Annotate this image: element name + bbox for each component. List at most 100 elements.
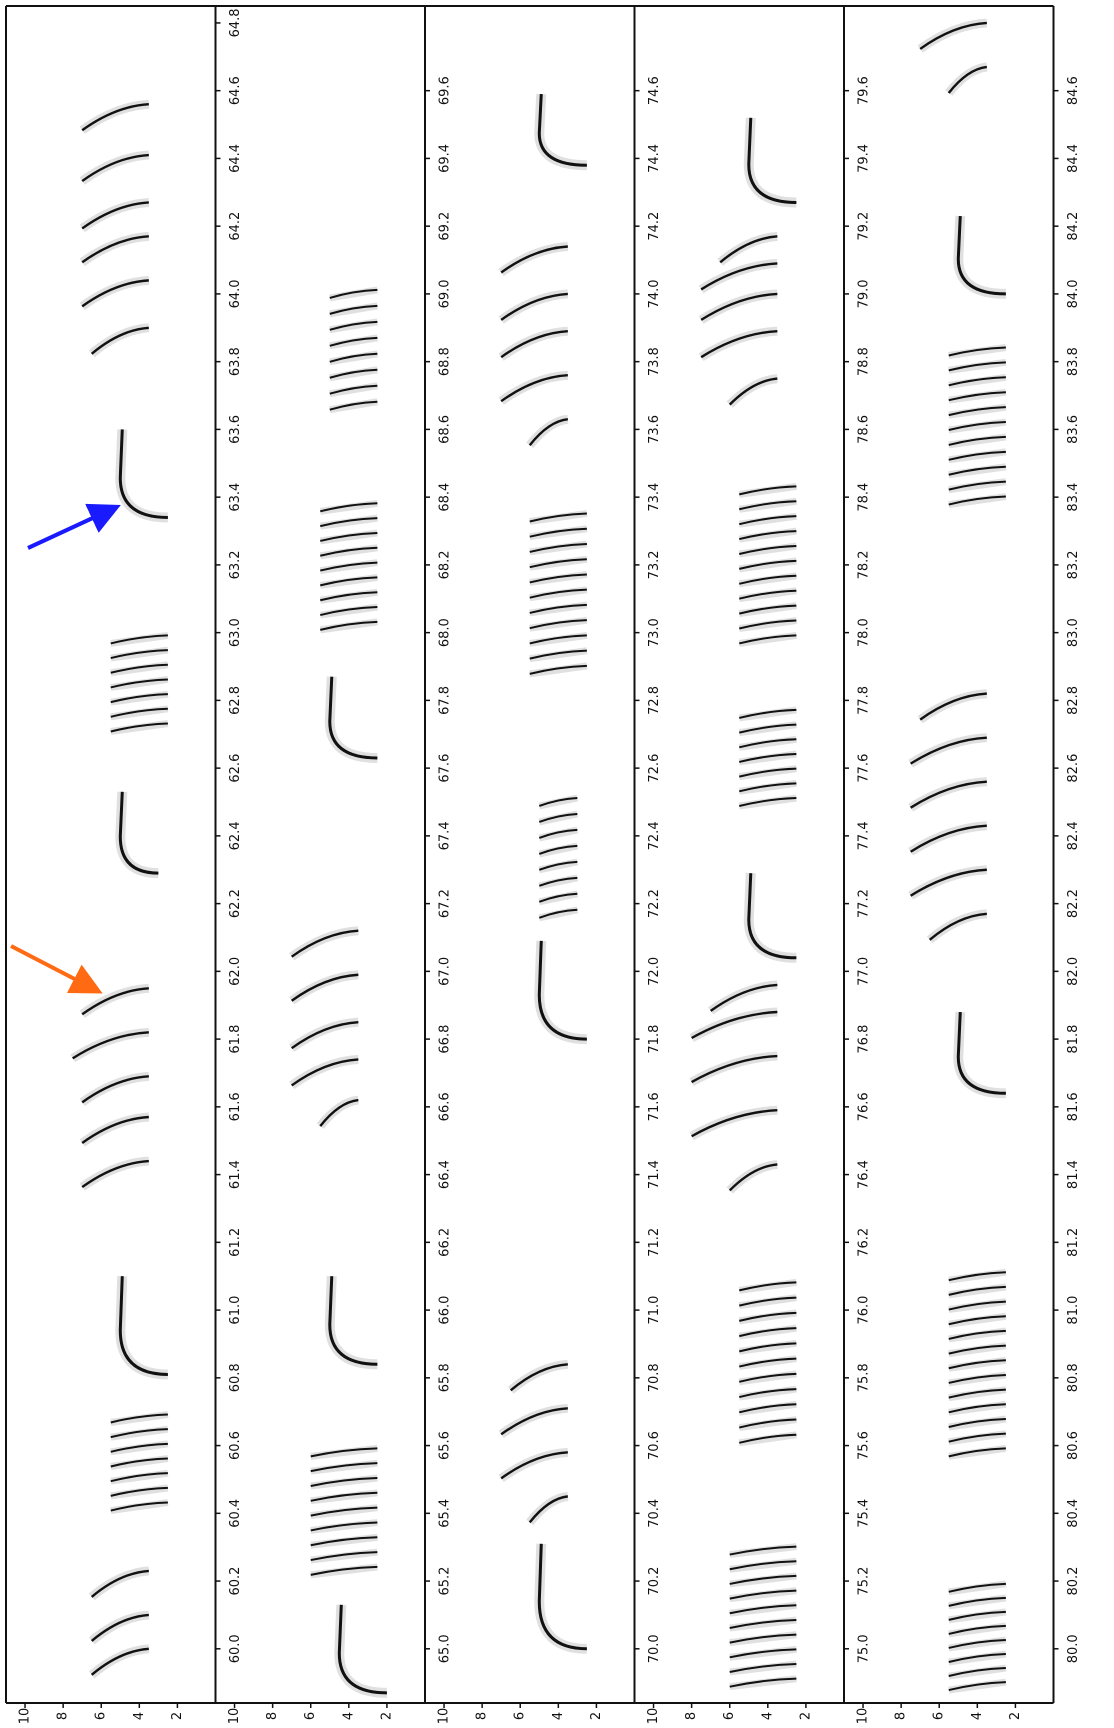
sweep	[698, 258, 778, 294]
trill-note	[948, 1447, 1006, 1458]
sweep	[70, 1027, 150, 1063]
trill-note	[310, 1462, 378, 1473]
time-tick-label: 71.8	[647, 1025, 662, 1054]
blue-arrow	[27, 503, 121, 550]
time-tick-label: 84.2	[1066, 212, 1081, 241]
trill-note	[329, 400, 378, 411]
freq-tick-label: 2	[1008, 1712, 1023, 1720]
trill-note	[739, 515, 797, 526]
sweep	[708, 980, 778, 1015]
trill-note	[110, 1486, 168, 1497]
time-tick-label: 80.4	[1066, 1499, 1081, 1528]
time-tick-label: 61.8	[228, 1025, 243, 1054]
trill	[948, 1580, 1007, 1694]
time-tick-label: 73.2	[647, 550, 662, 579]
sweep	[717, 231, 778, 266]
sweep-stroke	[509, 1363, 568, 1392]
hook-stroke	[328, 1276, 378, 1366]
trill-note	[739, 544, 797, 555]
trill-note	[739, 1403, 797, 1414]
sweep-stroke	[290, 973, 359, 1002]
trill-note	[329, 368, 378, 379]
sweep	[945, 62, 988, 96]
time-tick-label: 74.4	[647, 144, 662, 173]
sweep-stroke	[90, 1613, 149, 1642]
sweep	[689, 1051, 778, 1086]
sweep	[526, 1491, 569, 1526]
time-tick-label: 76.2	[857, 1228, 872, 1257]
trill-note	[529, 664, 587, 675]
sweep	[79, 231, 150, 266]
freq-tick-label: 10	[227, 1708, 242, 1724]
freq-tick-label: 6	[722, 1712, 737, 1720]
sweep-stroke	[500, 292, 568, 321]
sweep-stroke	[928, 912, 987, 941]
trill	[110, 1411, 169, 1515]
time-tick-label: 62.6	[228, 754, 243, 783]
trill-note	[320, 576, 378, 587]
sweep-stroke	[910, 736, 987, 765]
trill-note	[538, 844, 578, 855]
time-tick-label: 72.8	[647, 686, 662, 715]
sweep	[498, 242, 569, 277]
trill-note	[948, 1432, 1006, 1443]
trill-note	[529, 649, 587, 660]
trill	[948, 1268, 1007, 1460]
time-tick-label: 70.2	[647, 1567, 662, 1596]
time-tick-label: 68.8	[438, 347, 453, 376]
time-tick-label: 66.8	[438, 1025, 453, 1054]
time-tick-label: 76.0	[857, 1296, 872, 1325]
sweep-stroke	[910, 824, 987, 853]
trill-note	[329, 336, 378, 347]
trill-note	[329, 352, 378, 363]
trill-note	[538, 860, 578, 871]
sweep-stroke	[81, 153, 149, 183]
trill-note	[110, 1472, 168, 1483]
time-tick-label: 81.6	[1066, 1092, 1081, 1121]
hook-stroke	[328, 676, 378, 760]
trill-note	[329, 304, 378, 315]
time-tick-label: 69.6	[438, 76, 453, 105]
sweep-stroke	[691, 1054, 778, 1084]
time-tick-label: 71.6	[647, 1092, 662, 1121]
hook	[953, 1011, 1007, 1099]
freq-tick-label: 8	[894, 1712, 909, 1720]
trill-note	[320, 531, 378, 542]
trill-note	[538, 892, 578, 903]
hook	[115, 791, 159, 879]
sweep	[908, 733, 988, 768]
trill	[538, 794, 579, 922]
sweep-stroke	[500, 1451, 568, 1480]
time-tick-label: 76.6	[857, 1092, 872, 1121]
trill-note	[739, 500, 797, 511]
trill-note	[529, 542, 587, 553]
trill-note	[948, 346, 1006, 357]
time-tick-label: 67.4	[438, 821, 453, 850]
sweep-stroke	[81, 1115, 149, 1144]
trill-note	[739, 589, 797, 600]
sweep	[698, 289, 778, 324]
time-tick-label: 62.4	[228, 821, 243, 850]
trill-note	[538, 812, 578, 823]
hook-stroke	[537, 940, 587, 1041]
sweep-stroke	[947, 65, 988, 94]
time-tick-label: 78.8	[857, 347, 872, 376]
trill-note	[729, 1677, 797, 1688]
sweep-stroke	[81, 235, 149, 264]
trill-note	[320, 546, 378, 557]
time-tick-label: 66.2	[438, 1228, 453, 1257]
trill	[110, 631, 169, 735]
trill-note	[948, 1681, 1006, 1692]
trill-note	[739, 1357, 797, 1368]
sweep-stroke	[700, 292, 778, 321]
freq-tick-label: 6	[303, 1712, 318, 1720]
time-tick-label: 69.2	[438, 212, 453, 241]
time-tick-label: 82.6	[1066, 754, 1081, 783]
trill-note	[739, 604, 797, 615]
trill-note	[948, 450, 1006, 461]
sweep	[726, 374, 778, 408]
trill-note	[310, 1565, 378, 1576]
time-tick-label: 82.4	[1066, 821, 1081, 850]
freq-tick-label: 4	[760, 1712, 775, 1720]
